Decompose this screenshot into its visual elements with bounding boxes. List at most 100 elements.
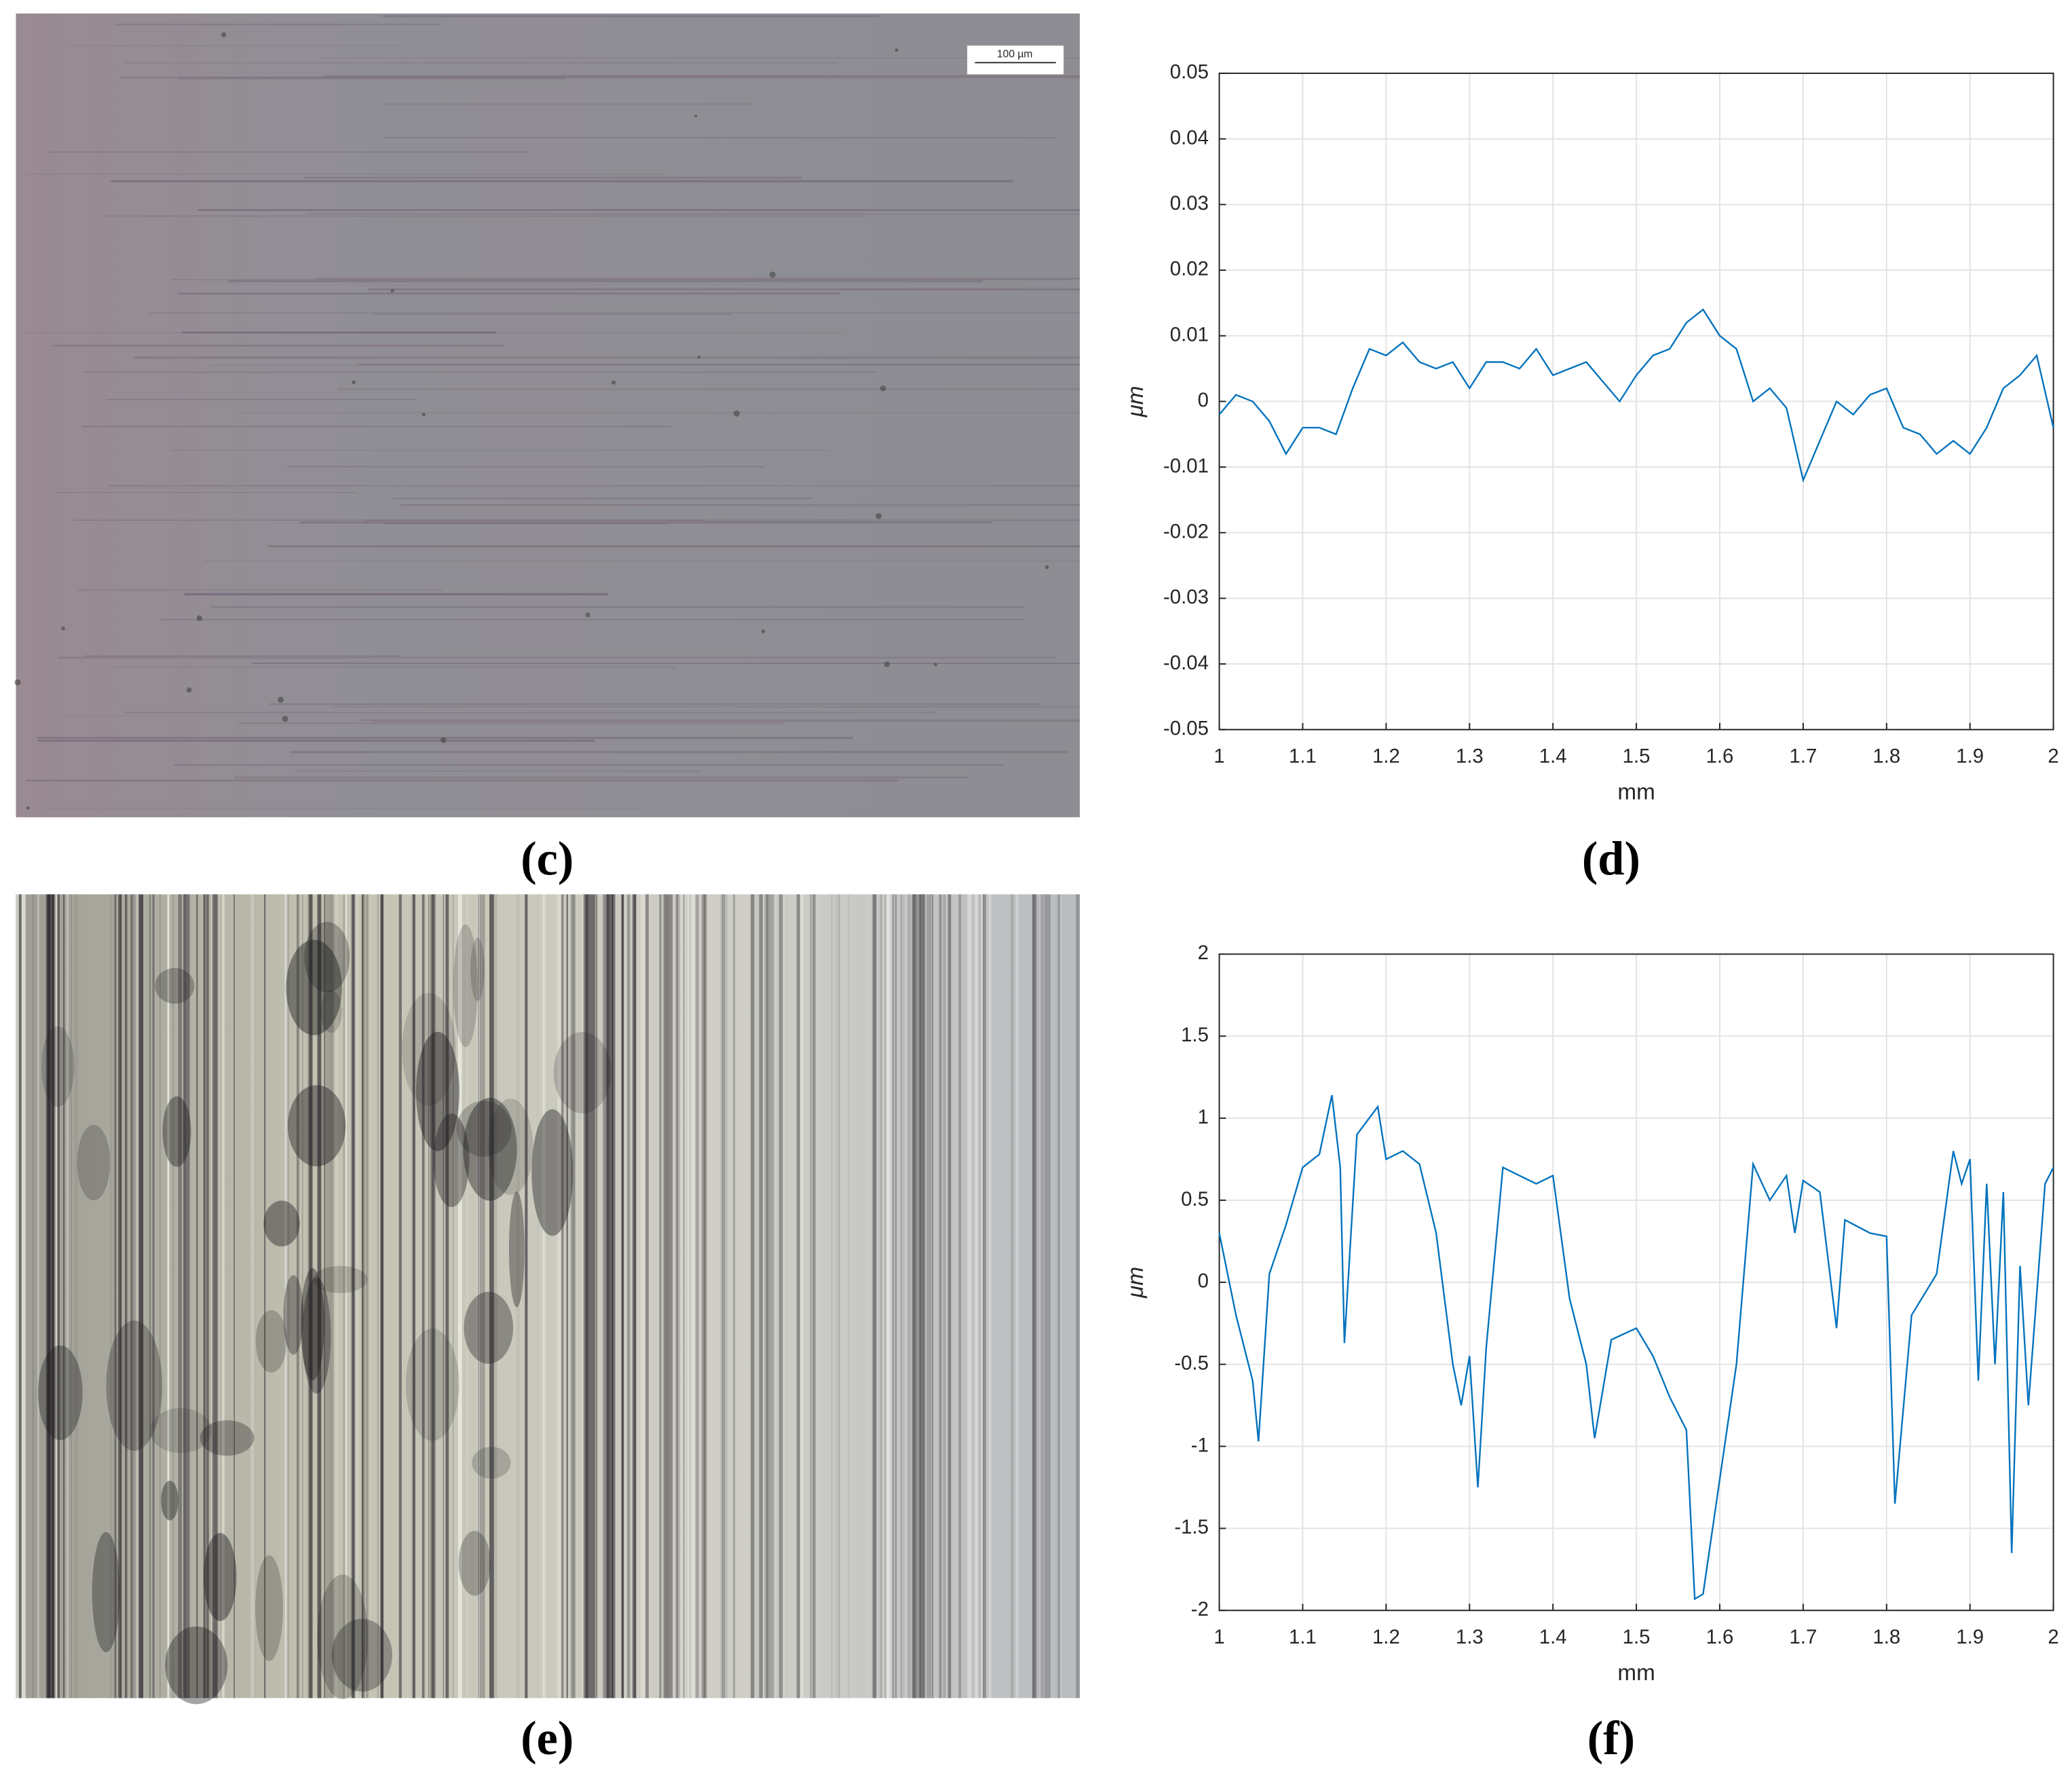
groove [812,894,816,1699]
y-tick-label: -0.03 [1163,586,1209,608]
wear-patch [402,992,456,1106]
groove [778,894,783,1699]
wear-patch [304,921,350,992]
groove [537,894,538,1698]
y-tick-label: -0.5 [1174,1352,1209,1374]
y-tick-label: -1.5 [1174,1516,1209,1538]
speck [196,615,203,621]
speck [390,289,394,293]
y-tick-label: -2 [1191,1598,1209,1620]
groove [525,894,528,1699]
groove [390,894,392,1698]
groove [906,894,909,1699]
groove [324,894,334,1699]
x-axis-label: mm [1617,779,1655,804]
groove [883,894,892,1699]
groove [931,894,933,1699]
groove [1041,894,1046,1699]
y-axis-label: μm [1123,1267,1148,1299]
groove [939,894,942,1699]
groove [130,894,134,1699]
wear-patch [313,1265,368,1293]
y-tick-label: 0 [1198,389,1209,411]
groove [421,894,425,1699]
wear-patch [162,1096,191,1167]
groove [206,894,209,1699]
groove [476,894,481,1699]
groove [677,894,686,1699]
groove [542,894,546,1699]
groove [362,894,365,1699]
groove [611,894,616,1699]
data-line [1218,308,2054,483]
wear-patch [415,1031,459,1151]
groove [113,894,116,1699]
groove [947,894,949,1699]
groove [892,894,897,1699]
speck [875,513,882,519]
groove [309,894,313,1699]
groove [411,894,413,1699]
groove [216,894,221,1699]
groove [732,894,735,1699]
groove [22,894,26,1699]
speck [611,380,616,385]
x-tick-label: 1.8 [1872,1626,1900,1648]
groove [607,894,614,1699]
wear-patch [301,1268,324,1381]
groove [481,894,485,1699]
groove [799,894,804,1699]
groove [203,894,206,1699]
groove [627,894,630,1699]
x-tick-label: 1.8 [1872,745,1900,768]
groove [977,894,981,1699]
wear-patch [77,1124,111,1201]
groove [880,894,882,1699]
groove [345,894,347,1699]
data-line [1218,1095,2054,1601]
wear-patch [302,1277,331,1394]
groove [382,894,385,1698]
speck [278,697,284,703]
groove [47,894,50,1699]
groove [930,894,934,1699]
wear-patch [553,1032,611,1114]
groove [873,894,877,1699]
groove [542,894,546,1699]
groove [138,894,144,1699]
groove [872,894,877,1699]
groove [786,894,788,1698]
y-tick-label: -1 [1191,1434,1209,1456]
y-tick-label: 2 [1198,942,1209,964]
groove [571,894,573,1699]
groove [810,894,814,1698]
groove [1057,894,1061,1699]
groove [919,894,925,1699]
groove [891,894,894,1699]
micrograph-background [16,894,1080,1699]
groove [681,894,685,1699]
groove [811,894,814,1699]
y-axis-label: μm [1123,386,1148,417]
groove [907,894,911,1699]
groove [913,894,917,1699]
groove [132,894,136,1699]
groove [343,894,345,1699]
groove [687,894,696,1699]
x-tick-label: 2 [2048,745,2058,768]
groove [361,894,363,1699]
groove [557,894,561,1699]
wear-patch [405,1329,459,1441]
speck [761,629,766,633]
groove [900,894,903,1699]
groove [766,894,774,1699]
groove [703,894,706,1699]
wear-patch [464,1291,514,1364]
groove [947,894,952,1699]
groove [151,894,152,1699]
wear-patch [161,1481,178,1521]
wear-patch [458,1531,491,1596]
wear-patch [286,940,342,1035]
groove [831,894,833,1699]
